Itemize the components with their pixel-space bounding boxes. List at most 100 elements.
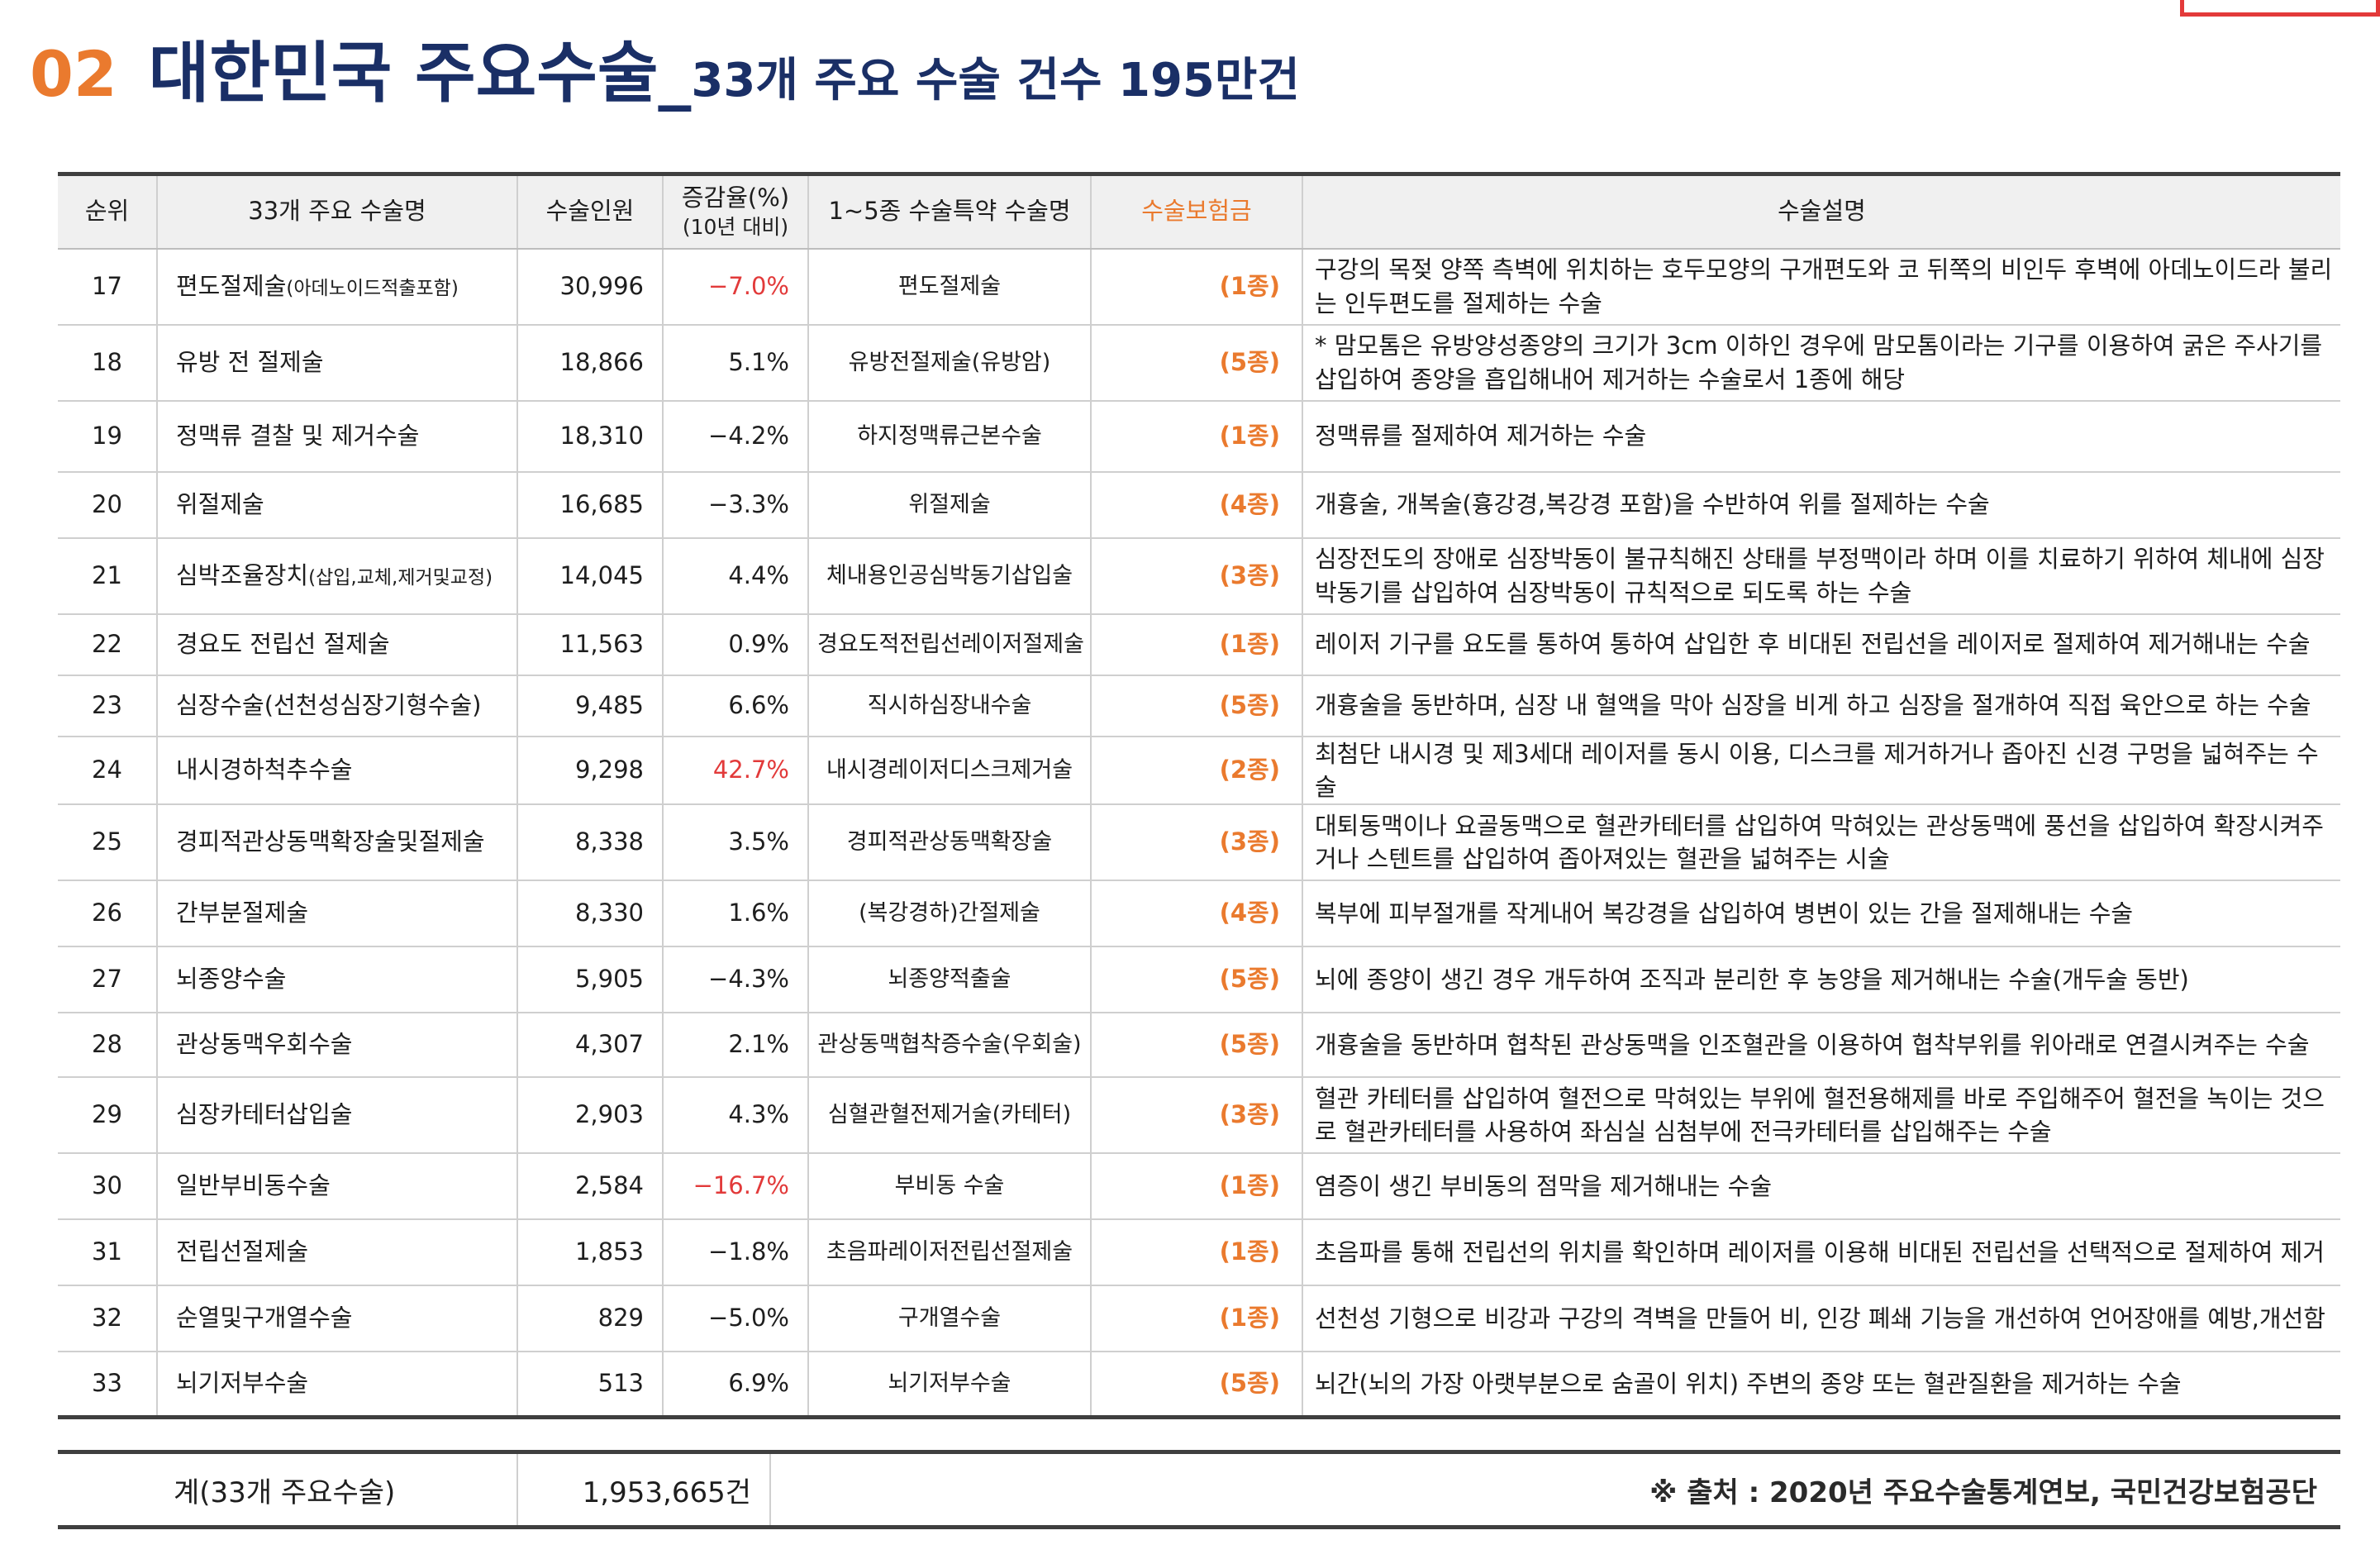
table-row: 19 정맥류 결찰 및 제거수술 18,310 −4.2% 하지정맥류근본수술 (1종) 정… [58, 400, 2340, 473]
special-surgery-cell: 하지정맥류근본수술 [807, 400, 1091, 473]
table-row: 23 심장수술(선천성심장기형수술) 9,485 6.6% 직시하심장내수술 (5종) 개흉… [58, 675, 2340, 737]
special-surgery-cell: 부비동 수술 [807, 1152, 1091, 1220]
description-cell: 정맥류를 절제하여 제거하는 수술 [1302, 400, 2340, 473]
col-header-description: 수술설명 [1302, 172, 2340, 250]
patient-count-cell: 8,338 [516, 803, 663, 881]
rank-cell: 31 [58, 1218, 157, 1286]
insurance-class-cell: (5종) [1090, 324, 1302, 402]
insurance-class-cell: (5종) [1090, 1351, 1302, 1420]
title-subtitle: 33개 주요 수술 건수 195만건 [691, 54, 1300, 107]
surgery-name: 위절제술 [176, 489, 264, 518]
rank-cell: 27 [58, 946, 157, 1013]
surgery-name-cell: 뇌기저부수술 [156, 1351, 517, 1420]
description-cell: 선천성 기형으로 비강과 구강의 격벽을 만들어 비, 인강 폐쇄 기능을 개선… [1302, 1285, 2340, 1352]
rank-cell: 24 [58, 736, 157, 805]
rank-cell: 19 [58, 400, 157, 473]
description-cell: 심장전도의 장애로 심장박동이 불규칙해진 상태를 부정맥이라 하며 이를 치료… [1302, 537, 2340, 615]
surgery-name-cell: 전립선절제술 [156, 1218, 517, 1286]
rank-cell: 32 [58, 1285, 157, 1352]
change-rate-cell: 4.3% [662, 1076, 808, 1154]
surgery-name-note: (삽입,교체,제거및교정) [308, 566, 493, 589]
table-row: 24 내시경하척추수술 9,298 42.7% 내시경레이저디스크제거술 (2종) 최첨단 … [58, 736, 2340, 805]
table-header-row: 순위 33개 주요 수술명 수술인원 증감율(%) (10년 대비) 1~5종 … [58, 172, 2340, 250]
patient-count-cell: 9,485 [516, 675, 663, 737]
rank-cell: 17 [58, 248, 157, 326]
patient-count-cell: 513 [516, 1351, 663, 1420]
table-row: 29 심장카테터삽입술 2,903 4.3% 심혈관혈전제거술(카테터) (3종) 혈관 카… [58, 1076, 2340, 1154]
rank-cell: 21 [58, 537, 157, 615]
rank-cell: 29 [58, 1076, 157, 1154]
patient-count-cell: 18,310 [516, 400, 663, 473]
insurance-class-cell: (1종) [1090, 400, 1302, 473]
special-surgery-cell: 직시하심장내수술 [807, 675, 1091, 737]
rank-cell: 30 [58, 1152, 157, 1220]
description-cell: 개흉술을 동반하며 협착된 관상동맥을 인조혈관을 이용하여 협착부위를 위아래… [1302, 1012, 2340, 1078]
surgery-name-cell: 위절제술 [156, 471, 517, 539]
patient-count-cell: 5,905 [516, 946, 663, 1013]
change-rate-cell: 6.9% [662, 1351, 808, 1420]
corner-tab-decoration [2180, 0, 2380, 17]
description-cell: 개흉술을 동반하며, 심장 내 혈액을 막아 심장을 비게 하고 심장을 절개하… [1302, 675, 2340, 737]
surgery-name-cell: 일반부비동수술 [156, 1152, 517, 1220]
change-rate-cell: 5.1% [662, 324, 808, 402]
surgery-table: 순위 33개 주요 수술명 수술인원 증감율(%) (10년 대비) 1~5종 … [58, 172, 2340, 1420]
patient-count-cell: 829 [516, 1285, 663, 1352]
description-cell: 최첨단 내시경 및 제3세대 레이저를 동시 이용, 디스크를 제거하거나 좁아… [1302, 736, 2340, 805]
col-header-insurance: 수술보험금 [1090, 172, 1302, 250]
col-header-name: 33개 주요 수술명 [156, 172, 517, 250]
table-row: 22 경요도 전립선 절제술 11,563 0.9% 경요도적전립선레이저절제술 (1종)… [58, 613, 2340, 676]
surgery-name-cell: 간부분절제술 [156, 880, 517, 947]
special-surgery-cell: 심혈관혈전제거술(카테터) [807, 1076, 1091, 1154]
patient-count-cell: 8,330 [516, 880, 663, 947]
surgery-name-note: (아데노이드적출포함) [286, 277, 459, 299]
rank-cell: 28 [58, 1012, 157, 1078]
change-rate-cell: 0.9% [662, 613, 808, 676]
col-header-rate: 증감율(%) (10년 대비) [662, 172, 808, 250]
change-rate-cell: −5.0% [662, 1285, 808, 1352]
surgery-name-cell: 뇌종양수술 [156, 946, 517, 1013]
change-rate-cell: −7.0% [662, 248, 808, 326]
special-surgery-cell: 구개열수술 [807, 1285, 1091, 1352]
table-row: 33 뇌기저부수술 513 6.9% 뇌기저부수술 (5종) 뇌간(뇌의 가장 아랫부분으로… [58, 1351, 2340, 1420]
patient-count-cell: 14,045 [516, 537, 663, 615]
surgery-name: 뇌기저부수술 [176, 1368, 309, 1397]
rank-cell: 33 [58, 1351, 157, 1420]
description-cell: 복부에 피부절개를 작게내어 복강경을 삽입하여 병변이 있는 간을 절제해내는… [1302, 880, 2340, 947]
insurance-class-cell: (1종) [1090, 1218, 1302, 1286]
insurance-class-cell: (1종) [1090, 1152, 1302, 1220]
surgery-name-cell: 관상동맥우회수술 [156, 1012, 517, 1078]
insurance-class-cell: (2종) [1090, 736, 1302, 805]
total-label: 계(33개 주요수술) [58, 1452, 517, 1529]
change-rate-cell: −1.8% [662, 1218, 808, 1286]
special-surgery-cell: 내시경레이저디스크제거술 [807, 736, 1091, 805]
table-row: 21 심박조율장치(삽입,교체,제거및교정) 14,045 4.4% 체내용인공심박동기… [58, 537, 2340, 615]
insurance-class-cell: (1종) [1090, 248, 1302, 326]
surgery-name: 심장수술(선천성심장기형수술) [176, 690, 482, 719]
section-number: 02 [30, 37, 117, 111]
insurance-class-cell: (3종) [1090, 537, 1302, 615]
description-cell: 대퇴동맥이나 요골동맥으로 혈관카테터를 삽입하여 막혀있는 관상동맥에 풍선을… [1302, 803, 2340, 881]
change-rate-cell: 2.1% [662, 1012, 808, 1078]
description-cell: 뇌에 종양이 생긴 경우 개두하여 조직과 분리한 후 농양을 제거해내는 수술… [1302, 946, 2340, 1013]
surgery-name: 정맥류 결찰 및 제거수술 [176, 421, 420, 450]
surgery-name: 편도절제술 [176, 271, 287, 300]
special-surgery-cell: 뇌종양적출술 [807, 946, 1091, 1013]
surgery-name: 유방 전 절제술 [176, 347, 324, 376]
patient-count-cell: 4,307 [516, 1012, 663, 1078]
table-row: 25 경피적관상동맥확장술및절제술 8,338 3.5% 경피적관상동맥확장술 (3종) 대… [58, 803, 2340, 881]
rank-cell: 20 [58, 471, 157, 539]
surgery-name: 간부분절제술 [176, 898, 309, 927]
surgery-name: 경피적관상동맥확장술및절제술 [176, 827, 485, 856]
surgery-name: 심박조율장치 [176, 560, 309, 589]
surgery-name-cell: 경요도 전립선 절제술 [156, 613, 517, 676]
patient-count-cell: 9,298 [516, 736, 663, 805]
insurance-class-cell: (1종) [1090, 613, 1302, 676]
insurance-class-cell: (4종) [1090, 880, 1302, 947]
change-rate-cell: 42.7% [662, 736, 808, 805]
patient-count-cell: 16,685 [516, 471, 663, 539]
insurance-class-cell: (1종) [1090, 1285, 1302, 1352]
table-row: 18 유방 전 절제술 18,866 5.1% 유방전절제술(유방암) (5종) * 맘모톰… [58, 324, 2340, 402]
surgery-name-cell: 경피적관상동맥확장술및절제술 [156, 803, 517, 881]
surgery-name: 심장카테터삽입술 [176, 1099, 353, 1128]
special-surgery-cell: 편도절제술 [807, 248, 1091, 326]
